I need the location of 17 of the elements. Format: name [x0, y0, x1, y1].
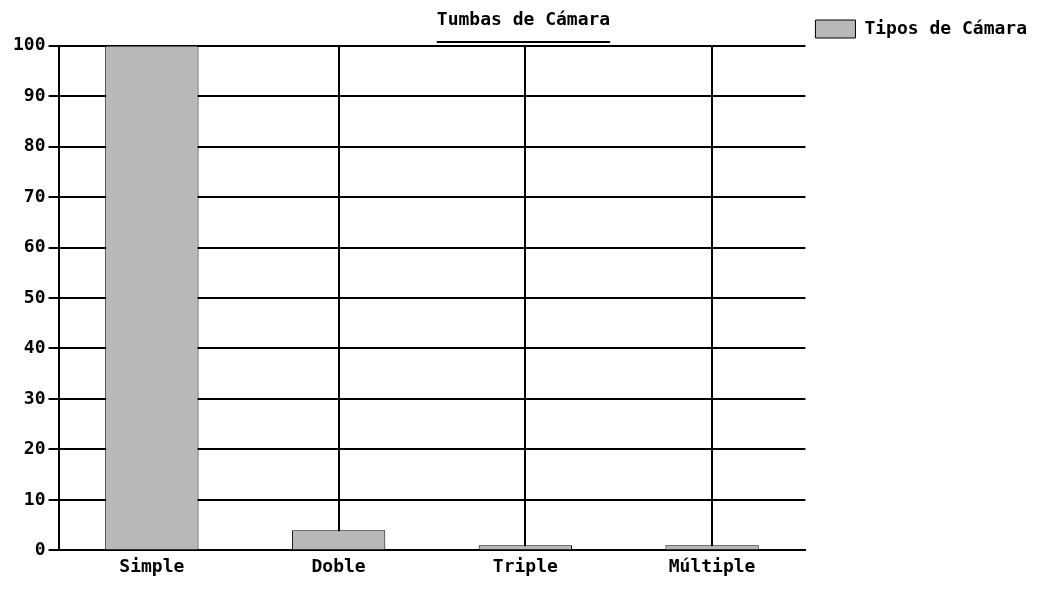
y-tick-label: 0: [34, 538, 46, 560]
y-tick-label: 10: [23, 487, 46, 509]
x-tick-label: Triple: [492, 554, 559, 576]
legend-label: Tipos de Cámara: [864, 16, 1028, 38]
y-tick-label: 20: [23, 437, 46, 459]
x-tick-label: Múltiple: [668, 554, 756, 576]
y-tick-label: 80: [23, 134, 46, 156]
y-tick-label: 70: [23, 184, 46, 206]
y-tick-label: 90: [23, 83, 46, 105]
y-tick-label: 100: [13, 33, 46, 55]
y-tick-label: 60: [23, 235, 46, 257]
x-tick-label: Simple: [119, 554, 185, 576]
y-tick-label: 50: [23, 285, 46, 307]
y-tick-label: 30: [23, 386, 46, 408]
chart-title: Tumbas de Cámara: [436, 8, 611, 30]
x-tick-label: Doble: [311, 554, 366, 576]
y-tick-label: 40: [23, 336, 46, 358]
